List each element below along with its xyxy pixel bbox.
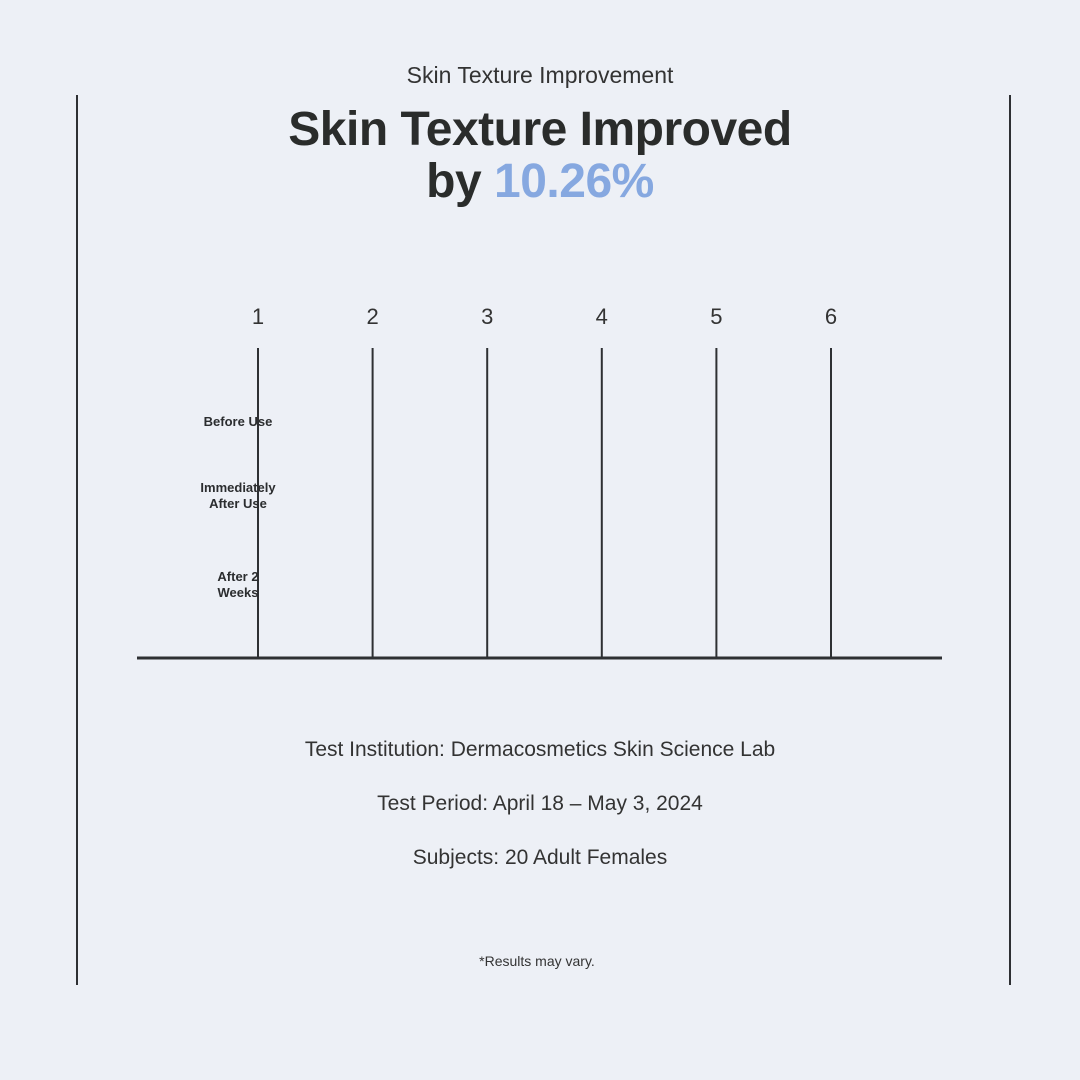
title-highlight: 10.26% [494, 155, 654, 208]
footnote: *Results may vary. [479, 953, 595, 969]
subjects: Subjects: 20 Adult Females [412, 846, 668, 869]
x-tick-label: 2 [366, 304, 378, 329]
x-tick-label: 3 [481, 304, 493, 329]
chart-title: Skin Texture Improved by 10.26% [0, 104, 1080, 208]
category-label: Weeks [218, 585, 259, 600]
x-tick-label: 1 [252, 304, 264, 329]
category-label: Before Use [204, 414, 273, 429]
title-prefix: by [426, 155, 482, 208]
test-period: Test Period: April 18 – May 3, 2024 [377, 792, 703, 815]
title-line-2: by 10.26% [0, 156, 1080, 208]
x-tick-label: 4 [596, 304, 608, 329]
right-border [1009, 95, 1011, 985]
test-institution: Test Institution: Dermacosmetics Skin Sc… [304, 738, 776, 761]
category-label: Immediately [200, 480, 276, 495]
title-line-1: Skin Texture Improved [288, 103, 792, 156]
category-label: After Use [209, 496, 267, 511]
x-tick-label: 6 [825, 304, 837, 329]
chart-subtitle: Skin Texture Improvement [406, 62, 674, 88]
category-label: After 2 [217, 569, 258, 584]
x-tick-label: 5 [710, 304, 722, 329]
left-border [76, 95, 78, 985]
